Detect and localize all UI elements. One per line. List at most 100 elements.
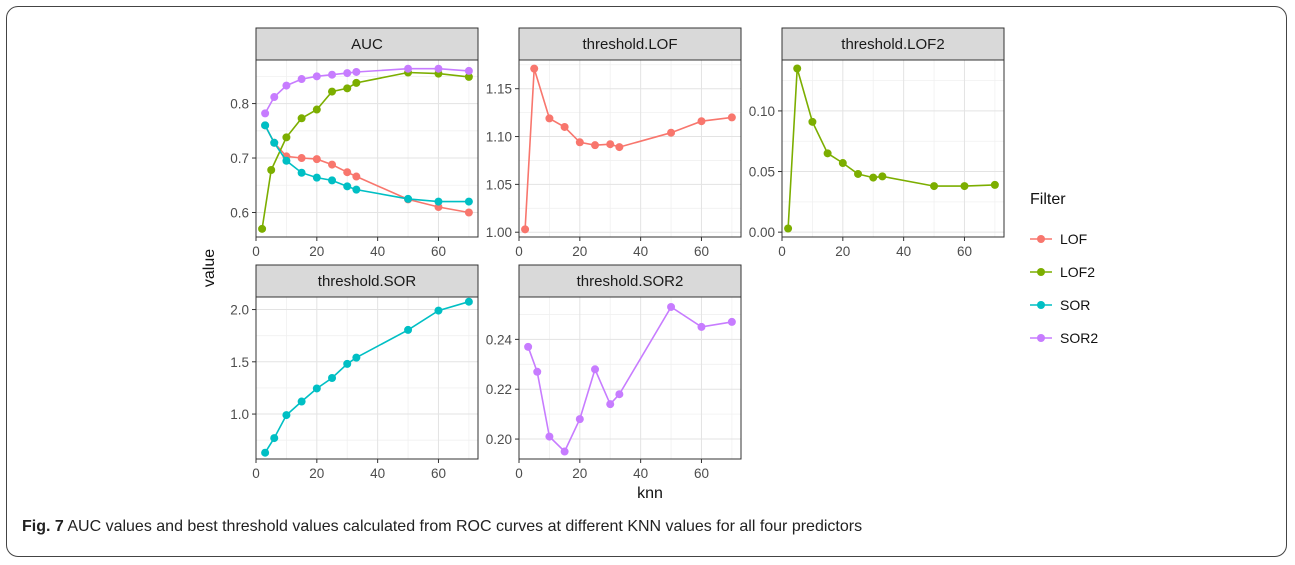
data-point	[930, 182, 939, 191]
data-point	[282, 156, 291, 165]
x-tick-label: 0	[252, 244, 260, 259]
x-tick-label: 20	[572, 244, 587, 259]
legend-title: Filter	[1030, 191, 1066, 208]
data-point	[328, 70, 337, 79]
data-point	[261, 448, 270, 457]
panel-auc: AUC 0.6 0.7 0.8 0 20 40 60	[230, 27, 479, 259]
panel-title: threshold.SOR	[318, 273, 417, 290]
panel-threshold-sor2: threshold.SOR2 0.20 0.22 0.24 0 20 40 60	[486, 264, 742, 481]
panel-strip	[518, 27, 742, 61]
data-point	[352, 353, 361, 362]
panel-border	[518, 296, 742, 460]
data-point	[545, 432, 554, 441]
y-tick-label: 0.8	[230, 97, 249, 112]
data-point	[878, 172, 887, 181]
data-point	[591, 141, 600, 150]
data-point	[404, 194, 413, 203]
x-tick-label: 0	[515, 244, 523, 259]
x-tick-label: 40	[633, 244, 648, 259]
y-tick-label: 0.00	[749, 225, 775, 240]
panel-background	[256, 297, 478, 459]
data-point	[267, 166, 276, 175]
data-point	[575, 138, 584, 147]
data-point	[560, 447, 569, 456]
x-tick-label: 40	[633, 466, 648, 481]
data-point	[261, 109, 270, 118]
data-point	[343, 168, 352, 177]
panel-strip	[255, 27, 479, 61]
data-point	[297, 168, 306, 177]
series-SOR	[261, 121, 473, 206]
data-point	[606, 140, 615, 149]
legend-key-point	[1037, 301, 1045, 309]
data-point	[328, 176, 337, 185]
data-point	[343, 182, 352, 191]
data-point	[727, 113, 736, 122]
data-point	[524, 342, 533, 351]
data-point	[282, 133, 291, 142]
data-point	[343, 84, 352, 93]
data-point	[297, 75, 306, 84]
panel-border	[255, 296, 479, 460]
series-SOR	[261, 297, 473, 457]
data-point	[328, 374, 337, 382]
y-tick-label: 2.0	[230, 303, 249, 318]
data-point	[343, 359, 352, 368]
data-point	[793, 64, 802, 73]
legend-entry-SOR: SOR	[1030, 297, 1090, 313]
y-tick-label: 1.00	[486, 225, 512, 240]
panel-border	[781, 59, 1005, 238]
x-tick-label: 60	[431, 244, 446, 259]
legend-label: LOF2	[1060, 264, 1095, 280]
data-point	[434, 197, 443, 206]
x-tick-label: 40	[370, 466, 385, 481]
data-point	[352, 67, 361, 76]
data-point	[667, 128, 676, 137]
data-point	[784, 224, 793, 233]
data-point	[990, 180, 999, 189]
caption-text: AUC values and best threshold values cal…	[63, 518, 863, 535]
x-tick-label: 60	[694, 244, 709, 259]
y-tick-label: 0.7	[230, 151, 249, 166]
data-point	[464, 72, 473, 81]
x-tick-label: 20	[309, 244, 324, 259]
x-tick-label: 60	[694, 466, 709, 481]
data-point	[823, 149, 832, 158]
legend-entry-SOR2: SOR2	[1030, 330, 1098, 346]
data-point	[697, 117, 706, 126]
data-point	[854, 169, 863, 178]
data-point	[533, 367, 542, 376]
x-tick-label: 20	[572, 466, 587, 481]
series-LOF2	[784, 64, 999, 233]
data-point	[615, 143, 624, 152]
panel-border	[518, 59, 742, 238]
data-point	[297, 114, 306, 123]
y-tick-label: 1.0	[230, 407, 249, 422]
y-axis-title: value	[201, 249, 218, 287]
data-point	[312, 72, 321, 81]
data-point	[727, 317, 736, 326]
data-point	[261, 121, 270, 130]
data-point	[667, 302, 676, 311]
data-point	[838, 159, 847, 168]
y-tick-label: 0.6	[230, 205, 249, 220]
data-point	[575, 415, 584, 424]
data-point	[530, 64, 539, 73]
y-tick-label: 0.22	[486, 382, 512, 397]
y-tick-label: 0.24	[486, 332, 513, 347]
x-tick-label: 20	[309, 466, 324, 481]
panel-title: AUC	[351, 36, 383, 53]
data-point	[258, 224, 267, 233]
panel-threshold-lof: threshold.LOF 1.00 1.05 1.10 1.15 0 20 40 60	[486, 27, 742, 259]
panel-background	[519, 60, 741, 237]
legend-entry-LOF: LOF	[1030, 231, 1087, 247]
x-tick-label: 20	[835, 244, 850, 259]
data-point	[328, 87, 337, 96]
panel-strip	[518, 264, 742, 298]
data-point	[282, 81, 291, 90]
data-point	[434, 64, 443, 73]
y-tick-label: 1.15	[486, 82, 512, 97]
y-tick-label: 1.05	[486, 177, 512, 192]
